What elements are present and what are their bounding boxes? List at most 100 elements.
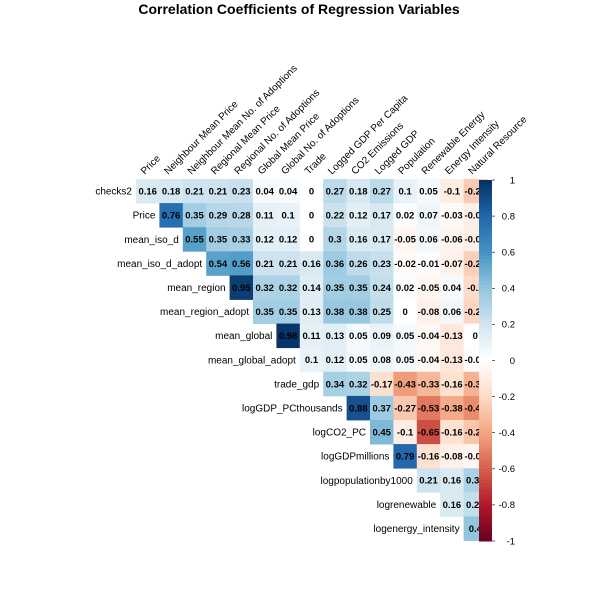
heatmap-cell — [440, 347, 464, 373]
colorbar-segment — [479, 537, 492, 542]
cell-value-label: -0.08 — [441, 452, 463, 463]
colorbar-tick-label: 0.4 — [502, 284, 515, 295]
cell-value-label: 0.05 — [349, 331, 368, 342]
heatmap-cell — [299, 347, 324, 373]
heatmap-cell — [229, 227, 254, 252]
cell-value-label: -0.47 — [464, 403, 486, 414]
colorbar-segment — [479, 414, 492, 419]
cell-value-label: -0.16 — [418, 452, 440, 463]
cell-value-label: 0.12 — [349, 211, 368, 222]
cell-value-label: 0.38 — [326, 307, 345, 318]
cell-value-label: -0.17 — [371, 379, 393, 390]
colorbar-segment — [479, 331, 492, 336]
colorbar-segment — [479, 270, 492, 275]
heatmap-cell — [323, 227, 347, 252]
heatmap-cell — [393, 420, 418, 445]
colorbar-segment — [479, 281, 492, 286]
cell-value-label: 0.35 — [279, 307, 298, 318]
heatmap-cell — [323, 299, 347, 324]
cell-value-label: 0.4 — [469, 524, 483, 535]
colorbar-segment — [479, 201, 492, 206]
cell-value-label: -0.09 — [464, 211, 486, 222]
cell-value-label: 0.3 — [328, 235, 341, 246]
heatmap-cell — [253, 179, 277, 204]
cell-value-label: 0.11 — [303, 331, 322, 342]
heatmap-cell — [416, 395, 441, 421]
cell-value-label: 0 — [473, 331, 478, 342]
cell-value-label: 0.24 — [466, 500, 485, 511]
heatmap-cell — [440, 444, 464, 469]
colorbar-segment — [479, 486, 492, 491]
colorbar-segment — [479, 266, 492, 271]
cell-value-label: 0.22 — [326, 211, 345, 222]
cell-value-label: 0.32 — [255, 283, 274, 294]
cell-value-label: 0.55 — [185, 235, 204, 246]
cell-value-label: -0.38 — [441, 403, 463, 414]
heatmap-cell — [253, 275, 277, 300]
cell-value-label: 0.18 — [349, 186, 368, 197]
colorbar-segment — [479, 411, 492, 416]
colorbar-segment — [479, 382, 492, 387]
cell-value-label: 0.25 — [372, 307, 391, 318]
heatmap-cell — [253, 203, 277, 228]
colorbar-segment — [479, 508, 492, 513]
cell-value-label: 0.32 — [279, 283, 298, 294]
colorbar-segment — [479, 288, 492, 293]
colorbar-segment — [479, 364, 492, 369]
row-label: mean_iso_d — [124, 235, 178, 246]
colorbar-segment — [479, 353, 492, 358]
cell-value-label: 0.21 — [209, 186, 228, 197]
cell-value-label: -0.05 — [464, 452, 486, 463]
colorbar-tick-label: -0.4 — [499, 428, 515, 439]
colorbar-segment — [479, 234, 492, 239]
colorbar-segment — [479, 526, 492, 531]
cell-value-label: 0.32 — [466, 476, 485, 487]
row-label: mean_region — [167, 283, 225, 294]
cell-value-label: -0.16 — [441, 379, 463, 390]
colorbar-segment — [479, 436, 492, 441]
colorbar-segment — [479, 194, 492, 199]
heatmap-cell — [323, 275, 347, 300]
heatmap-cell — [276, 299, 301, 324]
colorbar-segment — [479, 403, 492, 408]
row-label: logGDPmillions — [321, 452, 389, 463]
heatmap-cell — [206, 227, 230, 252]
heatmap-cell — [323, 179, 347, 204]
heatmap-cell — [393, 347, 418, 373]
colorbar-segment — [479, 180, 492, 185]
cell-value-label: 0.98 — [279, 331, 298, 342]
heatmap-cell — [440, 251, 464, 276]
cell-value-label: 0.35 — [349, 283, 368, 294]
heatmap-cell — [229, 203, 254, 228]
colorbar-segment — [479, 190, 492, 195]
cell-value-label: 0.95 — [232, 283, 251, 294]
heatmap-cell — [393, 323, 418, 349]
heatmap-cell — [440, 420, 464, 445]
cell-value-label: -0.53 — [418, 403, 440, 414]
heatmap-cell — [229, 251, 254, 276]
heatmap-cell — [323, 323, 347, 349]
row-label: logCO2_PC — [313, 428, 366, 439]
cell-value-label: -0.28 — [464, 427, 486, 438]
heatmap-cell — [299, 323, 324, 349]
heatmap-cell — [393, 299, 418, 324]
row-label: mean_region_adopt — [160, 307, 249, 318]
cell-value-label: 0.26 — [349, 259, 368, 270]
cell-value-label: 0.37 — [372, 403, 391, 414]
colorbar-segment — [479, 504, 492, 510]
row-label: logGDP_PCthousands — [242, 403, 343, 414]
cell-value-label: -0.13 — [441, 331, 463, 342]
heatmap-cell — [370, 203, 394, 228]
cell-value-label: 0.32 — [349, 379, 368, 390]
cell-value-label: -0.27 — [394, 403, 416, 414]
colorbar-segment — [479, 522, 492, 528]
cell-value-label: 0.76 — [162, 211, 181, 222]
cell-value-label: -0.01 — [418, 259, 440, 270]
heatmap-cell — [299, 203, 324, 228]
heatmap-cell — [182, 203, 207, 228]
heatmap-cell — [393, 179, 418, 204]
heatmap-cell — [346, 179, 371, 204]
cell-value-label: 0.16 — [349, 235, 368, 246]
colorbar-tick-label: 0 — [510, 356, 515, 367]
heatmap-cell — [346, 323, 371, 349]
